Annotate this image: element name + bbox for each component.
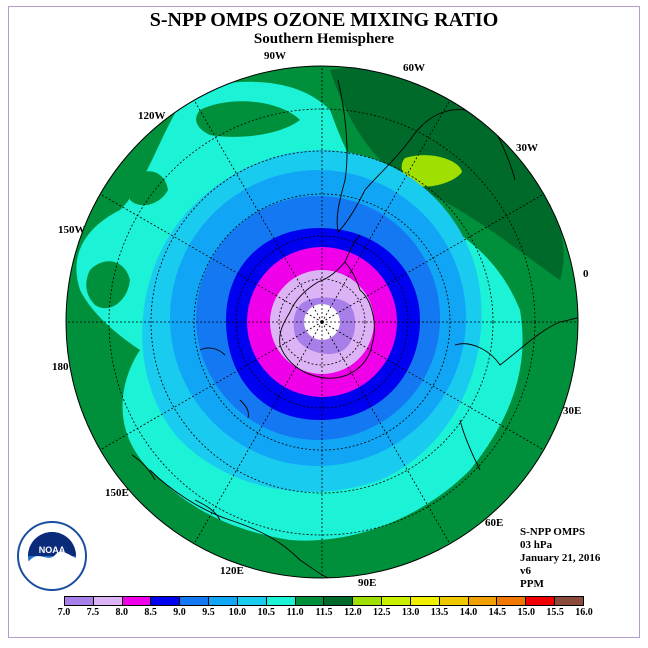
- colorbar-tick-label: 13.0: [401, 607, 420, 618]
- colorbar-swatch: [353, 597, 383, 605]
- lon-label-90w: 90W: [264, 50, 286, 62]
- colorbar-swatch: [526, 597, 556, 605]
- colorbar-swatch: [324, 597, 354, 605]
- colorbar-tick-label: 8.0: [115, 607, 129, 618]
- colorbar: [64, 596, 584, 606]
- colorbar-swatch: [382, 597, 411, 605]
- colorbar-tick-label: 10.5: [257, 607, 275, 618]
- info-level: 03 hPa: [520, 539, 553, 551]
- colorbar-tick-label: 9.5: [202, 607, 215, 618]
- colorbar-swatch: [497, 597, 527, 605]
- colorbar-swatch: [555, 597, 583, 605]
- colorbar-swatch: [180, 597, 210, 605]
- colorbar-swatch: [295, 597, 325, 605]
- info-units: PPM: [520, 578, 544, 590]
- colorbar-tick-label: 14.5: [488, 607, 507, 618]
- lon-label-180: 180: [52, 361, 69, 373]
- colorbar-swatch: [237, 597, 267, 605]
- colorbar-tick-label: 10.0: [228, 607, 247, 618]
- colorbar-swatch: [151, 597, 181, 605]
- info-block: S-NPP OMPS 03 hPa January 21, 2016 v6 PP…: [520, 526, 600, 591]
- colorbar-ticks: 7.0 7.5 8.0 8.5 9.0 9.5 10.0 10.5 11.0 11.5 12.0 12…: [58, 607, 593, 621]
- colorbar-swatch: [209, 597, 238, 605]
- colorbar-tick-label: 12.5: [373, 607, 391, 618]
- colorbar-tick-label: 16.0: [575, 607, 593, 618]
- colorbar-swatch: [93, 597, 123, 605]
- colorbar-tick-label: 7.5: [86, 607, 100, 618]
- info-date: January 21, 2016: [520, 552, 601, 564]
- colorbar-swatch: [122, 597, 152, 605]
- colorbar-swatch: [468, 597, 498, 605]
- band-12-0: [401, 155, 462, 187]
- colorbar-tick-label: 15.0: [517, 607, 535, 618]
- contour-field: [66, 66, 578, 578]
- colorbar-tick-label: 11.0: [286, 607, 304, 618]
- info-version: v6: [520, 565, 531, 577]
- colorbar-swatch: [439, 597, 469, 605]
- lon-label-30e: 30E: [563, 405, 582, 417]
- map-subtitle: Southern Hemisphere: [253, 31, 395, 47]
- colorbar-tick-label: 15.5: [546, 607, 564, 618]
- map-title: S-NPP OMPS OZONE MIXING RATIO: [149, 9, 499, 31]
- colorbar-swatch: [410, 597, 440, 605]
- band-11-0-blob: [196, 101, 300, 137]
- lon-label-120e: 120E: [220, 565, 244, 577]
- lon-label-60e: 60E: [485, 517, 504, 529]
- colorbar-tick-label: 7.0: [57, 607, 71, 618]
- colorbar-tick-label: 9.0: [173, 607, 186, 618]
- colorbar-swatch: [266, 597, 296, 605]
- band-11-0-blob3: [130, 171, 168, 206]
- colorbar-tick-label: 13.5: [430, 607, 449, 618]
- lon-label-120w: 120W: [138, 110, 166, 122]
- graticule: [66, 66, 578, 578]
- colorbar-tick-label: 11.5: [315, 607, 333, 618]
- figure-frame: [8, 6, 640, 638]
- map-border: [65, 65, 579, 579]
- colorbar-swatch: [65, 597, 94, 605]
- lon-label-0: 0: [583, 268, 589, 280]
- lon-label-90e: 90E: [358, 577, 377, 589]
- lon-label-60w: 60W: [403, 62, 425, 74]
- info-instrument: S-NPP OMPS: [520, 526, 586, 538]
- colorbar-tick-label: 12.0: [344, 607, 362, 618]
- colorbar-tick-label: 8.5: [144, 607, 157, 618]
- colorbar-tick-label: 14.0: [459, 607, 478, 618]
- noaa-logo: NOAA: [17, 521, 87, 591]
- lon-label-150e: 150E: [105, 487, 129, 499]
- lon-label-30w: 30W: [516, 142, 538, 154]
- band-11-0-blob2: [86, 261, 130, 309]
- noaa-logo-text: NOAA: [39, 545, 66, 555]
- lon-label-150w: 150W: [58, 224, 86, 236]
